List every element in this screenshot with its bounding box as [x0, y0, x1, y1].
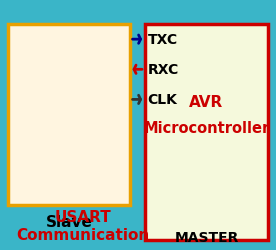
- Text: RXC: RXC: [148, 63, 179, 77]
- Text: TXC: TXC: [148, 33, 178, 47]
- Text: Communication: Communication: [16, 228, 149, 242]
- Text: AVR: AVR: [189, 95, 224, 110]
- FancyBboxPatch shape: [8, 25, 130, 205]
- Text: Slave: Slave: [46, 214, 92, 229]
- FancyBboxPatch shape: [145, 25, 268, 240]
- Text: USART: USART: [54, 209, 111, 224]
- Text: MASTER: MASTER: [174, 230, 239, 244]
- Text: Microcontroller: Microcontroller: [143, 120, 270, 135]
- Text: CLK: CLK: [148, 93, 177, 107]
